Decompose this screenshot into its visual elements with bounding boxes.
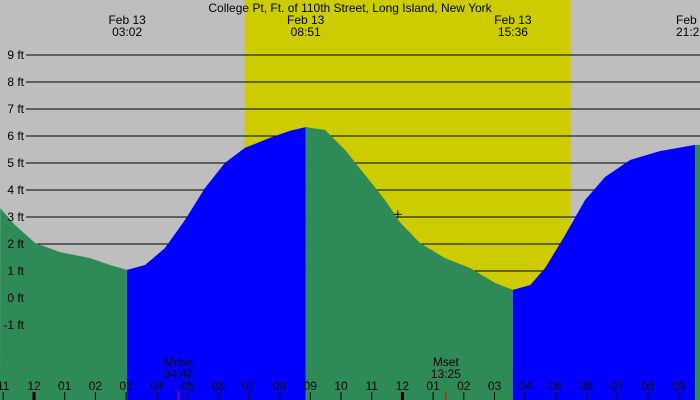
x-tick-label: 06 — [212, 379, 226, 393]
moon-event-label: Mrise — [164, 355, 194, 369]
x-tick-label: 07 — [242, 379, 256, 393]
extreme-date-label: Feb 13 — [494, 13, 532, 27]
y-tick-label: 2 ft — [7, 237, 24, 251]
x-tick-label: 02 — [457, 379, 471, 393]
y-tick-label: 6 ft — [7, 129, 24, 143]
x-tick-label: 05 — [549, 379, 563, 393]
y-tick-label: 0 ft — [7, 291, 24, 305]
extreme-date-label: Feb 13 — [108, 13, 146, 27]
y-tick-label: -1 ft — [3, 318, 24, 332]
x-tick-label: 07 — [611, 379, 625, 393]
x-tick-label: 03 — [488, 379, 502, 393]
y-tick-label: 3 ft — [7, 210, 24, 224]
x-tick-label: 08 — [273, 379, 287, 393]
rising-tide-area — [127, 127, 306, 400]
x-tick-label: 04 — [519, 379, 533, 393]
x-tick-label: 08 — [641, 379, 655, 393]
moon-event-label: Mset — [433, 355, 460, 369]
extreme-time-label: 21:2 — [676, 25, 700, 39]
falling-tide-area — [695, 144, 700, 400]
x-tick-label: 01 — [426, 379, 440, 393]
x-tick-label: 03 — [119, 379, 133, 393]
x-tick-label: 10 — [334, 379, 348, 393]
x-tick-label: 01 — [58, 379, 72, 393]
moon-event-time: 04:42 — [163, 367, 193, 381]
x-tick-label: 09 — [304, 379, 318, 393]
x-tick-label: 12 — [396, 379, 410, 393]
x-tick-label: 11 — [0, 379, 10, 393]
y-tick-label: 4 ft — [7, 183, 24, 197]
y-tick-label: 8 ft — [7, 75, 24, 89]
y-tick-label: 5 ft — [7, 156, 24, 170]
extreme-date-label: Feb 13 — [676, 13, 700, 27]
x-tick-label: 04 — [150, 379, 164, 393]
x-tick-label: 02 — [89, 379, 103, 393]
y-tick-label: 1 ft — [7, 264, 24, 278]
x-axis: 11 12 01 02 03 04 05 06 07 08 09 10 11 12 01 02 03 04 05 06… — [0, 379, 686, 400]
x-tick-label: 12 — [27, 379, 41, 393]
extreme-time-label: 08:51 — [291, 25, 321, 39]
x-tick-label: 05 — [181, 379, 195, 393]
extreme-time-label: 15:36 — [498, 25, 528, 39]
x-tick-label: 06 — [580, 379, 594, 393]
y-tick-label: 9 ft — [7, 48, 24, 62]
crosshair-cursor — [393, 210, 402, 219]
extreme-date-label: Feb 13 — [287, 13, 325, 27]
x-tick-label: 09 — [672, 379, 686, 393]
y-tick-label: 7 ft — [7, 102, 24, 116]
falling-tide-area — [0, 208, 128, 400]
y-axis: 9 ft 8 ft 7 ft 6 ft 5 ft 4 ft 3 ft 2 ft 1 ft 0 ft… — [3, 48, 24, 332]
x-tick-label: 11 — [365, 379, 378, 393]
moon-event-time: 13:25 — [431, 367, 461, 381]
extreme-time-label: 03:02 — [112, 25, 142, 39]
tide-area — [0, 127, 700, 400]
rising-tide-area — [512, 144, 696, 400]
chart-title: College Pt, Ft. of 110th Street, Long Is… — [208, 1, 492, 15]
falling-tide-area — [305, 127, 513, 400]
